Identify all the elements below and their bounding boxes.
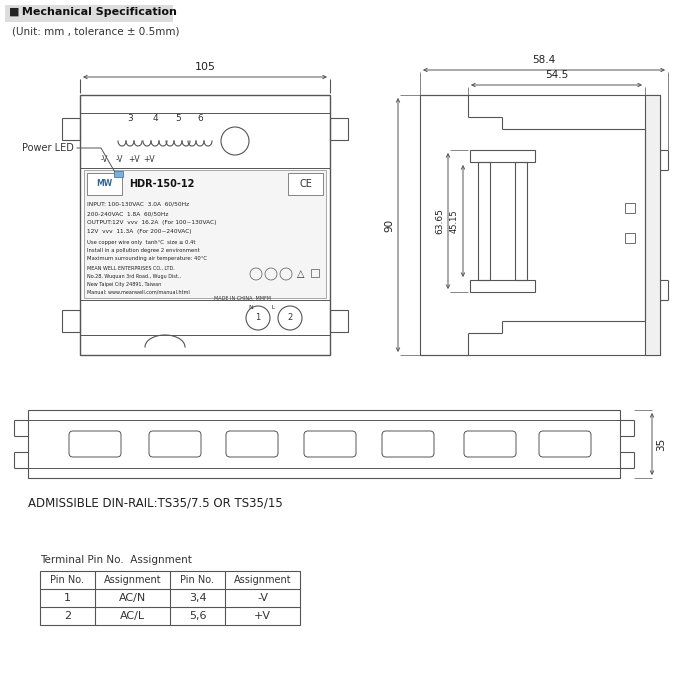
FancyBboxPatch shape [464, 431, 516, 457]
Text: 12V  vvv  11.3A  (For 200~240VAC): 12V vvv 11.3A (For 200~240VAC) [87, 229, 192, 234]
Text: MW: MW [96, 180, 112, 189]
Text: CE: CE [300, 179, 312, 189]
Text: +V: +V [254, 611, 271, 621]
FancyBboxPatch shape [304, 431, 356, 457]
Bar [515, 162, 527, 280]
Text: Terminal Pin No.  Assignment: Terminal Pin No. Assignment [40, 555, 192, 565]
Bar [28, 410, 620, 478]
Bar [87, 173, 122, 195]
Text: +V: +V [128, 155, 140, 164]
Text: Assignment: Assignment [234, 575, 291, 585]
Text: 6: 6 [197, 114, 203, 123]
Bar [62, 118, 80, 140]
Text: 4: 4 [152, 114, 158, 123]
Bar [84, 170, 326, 298]
Bar [625, 233, 635, 243]
Text: 3,4: 3,4 [189, 593, 206, 603]
Text: AC/N: AC/N [119, 593, 146, 603]
Text: Power LED: Power LED [22, 143, 74, 153]
Text: HDR-150-12: HDR-150-12 [129, 179, 195, 189]
Text: +V: +V [144, 155, 155, 164]
Text: N         L: N L [249, 305, 275, 310]
Bar [478, 162, 490, 280]
Text: -V: -V [116, 155, 122, 164]
Text: Install in a pollution degree 2 environment: Install in a pollution degree 2 environm… [87, 248, 200, 253]
Bar [62, 310, 80, 332]
Text: -V: -V [100, 155, 108, 164]
Text: 3: 3 [127, 114, 133, 123]
FancyBboxPatch shape [539, 431, 591, 457]
Text: OUTPUT:12V  vvv  16.2A  (For 100~130VAC): OUTPUT:12V vvv 16.2A (For 100~130VAC) [87, 220, 216, 225]
Text: MADE IN CHINA  MMFM: MADE IN CHINA MMFM [214, 296, 271, 301]
Text: 63.65: 63.65 [435, 208, 444, 234]
Text: New Taipei City 24891, Taiwan: New Taipei City 24891, Taiwan [87, 282, 161, 287]
FancyBboxPatch shape [226, 431, 278, 457]
Bar [330, 310, 348, 332]
Text: 58.4: 58.4 [533, 55, 556, 65]
Bar [625, 203, 635, 213]
FancyBboxPatch shape [69, 431, 121, 457]
Text: -V: -V [257, 593, 268, 603]
Text: MEAN WELL ENTERPRISES CO., LTD.: MEAN WELL ENTERPRISES CO., LTD. [87, 266, 175, 271]
Bar [5, 5, 173, 22]
Bar [311, 269, 319, 277]
Text: Maximum surrounding air temperature: 40°C: Maximum surrounding air temperature: 40°… [87, 256, 207, 261]
Text: 1: 1 [64, 593, 71, 603]
Text: 5,6: 5,6 [189, 611, 206, 621]
Text: 5: 5 [175, 114, 181, 123]
Text: ■: ■ [9, 7, 20, 17]
Text: 200-240VAC  1.8A  60/50Hz: 200-240VAC 1.8A 60/50Hz [87, 211, 169, 216]
Text: INPUT: 100-130VAC  3.0A  60/50Hz: INPUT: 100-130VAC 3.0A 60/50Hz [87, 202, 189, 207]
Text: Pin No.: Pin No. [181, 575, 214, 585]
Text: ADMISSIBLE DIN-RAIL:TS35/7.5 OR TS35/15: ADMISSIBLE DIN-RAIL:TS35/7.5 OR TS35/15 [28, 496, 283, 509]
Bar [470, 280, 535, 292]
Text: △: △ [298, 269, 304, 279]
Text: 105: 105 [195, 62, 216, 72]
Text: AC/L: AC/L [120, 611, 145, 621]
Bar [645, 95, 660, 355]
Text: 54.5: 54.5 [545, 70, 568, 80]
Bar [288, 173, 323, 195]
Text: 90: 90 [384, 218, 394, 232]
Bar [420, 95, 660, 355]
Text: Mechanical Specification: Mechanical Specification [18, 7, 177, 17]
Text: Pin No.: Pin No. [50, 575, 85, 585]
Text: 2: 2 [288, 314, 293, 322]
Bar [470, 150, 535, 162]
FancyBboxPatch shape [149, 431, 201, 457]
Text: 45.15: 45.15 [450, 209, 459, 233]
Bar [80, 95, 330, 355]
Text: 35: 35 [656, 437, 666, 451]
Text: 2: 2 [64, 611, 71, 621]
FancyBboxPatch shape [382, 431, 434, 457]
Text: 1: 1 [256, 314, 260, 322]
Bar [114, 171, 123, 177]
Bar [330, 118, 348, 140]
Text: (Unit: mm , tolerance ± 0.5mm): (Unit: mm , tolerance ± 0.5mm) [12, 26, 179, 36]
Text: Manual: www.meanwell.com/manual.html: Manual: www.meanwell.com/manual.html [87, 290, 190, 295]
Text: Use copper wire only  tanh°C  size ≥ 0.4t: Use copper wire only tanh°C size ≥ 0.4t [87, 240, 195, 245]
Text: No.28, Wuquan 3rd Road., Wugu Dist.,: No.28, Wuquan 3rd Road., Wugu Dist., [87, 274, 181, 279]
Bar [40, 571, 300, 625]
Text: Assignment: Assignment [104, 575, 161, 585]
